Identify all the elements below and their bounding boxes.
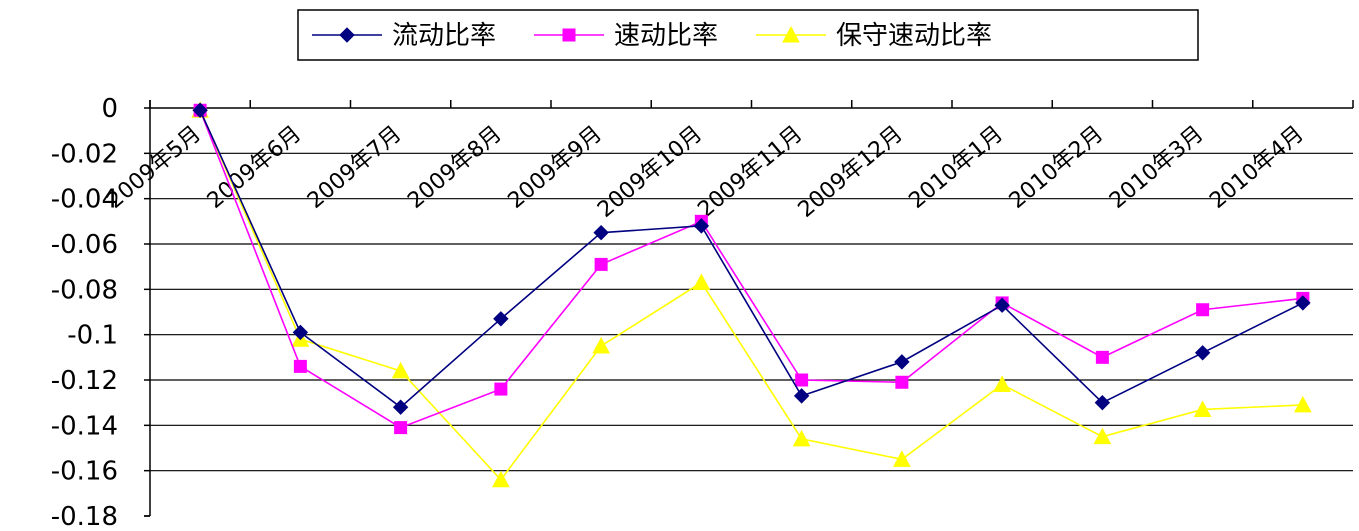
- y-tick-label: 0: [101, 94, 118, 124]
- x-tick-label: 2009年7月: [303, 121, 406, 213]
- data-point: [1294, 395, 1312, 413]
- data-point: [394, 421, 408, 435]
- y-tick-label: -0.06: [51, 230, 118, 260]
- y-tick-label: -0.04: [51, 185, 118, 215]
- series-line: [199, 109, 1303, 429]
- x-tick-label: 2009年11月: [693, 121, 807, 222]
- data-point: [1094, 394, 1111, 411]
- data-point: [493, 311, 509, 327]
- data-point: [692, 273, 711, 291]
- data-point: [592, 336, 610, 354]
- x-tick-labels: 2009年5月2009年6月2009年7月2009年8月2009年9月2009年…: [103, 121, 1309, 222]
- data-point: [993, 375, 1011, 393]
- data-point: [339, 27, 355, 43]
- legend-label: 流动比率: [392, 21, 496, 51]
- x-tick-label: 2009年12月: [794, 121, 908, 222]
- data-point: [1093, 427, 1112, 445]
- legend-box: [297, 9, 1199, 61]
- data-point: [494, 382, 508, 396]
- legend: 流动比率 速动比率 保守速动比率: [297, 9, 1199, 61]
- y-tick-label: -0.1: [67, 321, 118, 351]
- data-point: [292, 324, 309, 341]
- gridlines: [150, 152, 1353, 472]
- series-line: [199, 109, 1304, 409]
- data-point: [192, 102, 208, 118]
- series-line: [199, 109, 1303, 481]
- legend-item: 保守速动比率: [756, 21, 992, 51]
- data-point: [895, 375, 909, 389]
- data-point: [793, 388, 810, 404]
- data-point: [1295, 295, 1311, 311]
- data-point: [693, 218, 710, 234]
- x-tick-label: 2009年9月: [504, 121, 607, 213]
- series-0: [192, 102, 1311, 415]
- data-point: [594, 257, 608, 271]
- y-tick-label: -0.14: [51, 411, 118, 441]
- legend-label: 保守速动比率: [836, 21, 992, 51]
- y-tick-label: -0.16: [51, 457, 118, 487]
- legend-item: 流动比率: [312, 21, 496, 51]
- data-point: [782, 25, 800, 43]
- data-point: [894, 354, 910, 370]
- y-tick-label: -0.08: [51, 275, 118, 305]
- series-group: [191, 101, 1312, 488]
- x-tick-label: 2010年3月: [1105, 121, 1208, 213]
- y-tick-label: -0.02: [51, 139, 118, 169]
- y-tick-label: -0.12: [51, 366, 118, 396]
- legend-label: 速动比率: [614, 21, 718, 51]
- x-tick-label: 2010年2月: [1005, 121, 1108, 213]
- data-point: [1196, 303, 1210, 317]
- x-tick-label: 2009年8月: [403, 121, 506, 213]
- axes: [144, 100, 1354, 517]
- legend-item: 速动比率: [534, 21, 718, 51]
- x-tick-label: 2010年1月: [905, 121, 1008, 213]
- data-point: [1194, 345, 1211, 361]
- data-point: [893, 450, 911, 467]
- data-point: [492, 470, 510, 488]
- x-tick-label: 2009年5月: [103, 121, 206, 213]
- y-tick-labels: 0 -0.02 -0.04 -0.06 -0.08 -0.1 -0.12 -0.14 -0.16…: [51, 94, 118, 531]
- data-point: [391, 361, 410, 379]
- data-point: [792, 429, 811, 447]
- data-point: [593, 224, 609, 241]
- data-point: [293, 359, 307, 373]
- data-point: [795, 373, 809, 387]
- x-tick-label: 2009年6月: [203, 121, 306, 213]
- x-tick-label: 2010年4月: [1205, 121, 1308, 213]
- series-2: [191, 101, 1312, 488]
- data-point: [994, 297, 1010, 313]
- data-point: [562, 28, 576, 42]
- data-point: [392, 399, 409, 415]
- data-point: [1193, 400, 1212, 417]
- x-tick-label: 2009年10月: [593, 121, 707, 222]
- data-point: [1095, 350, 1109, 364]
- y-tick-label: -0.18: [51, 502, 118, 531]
